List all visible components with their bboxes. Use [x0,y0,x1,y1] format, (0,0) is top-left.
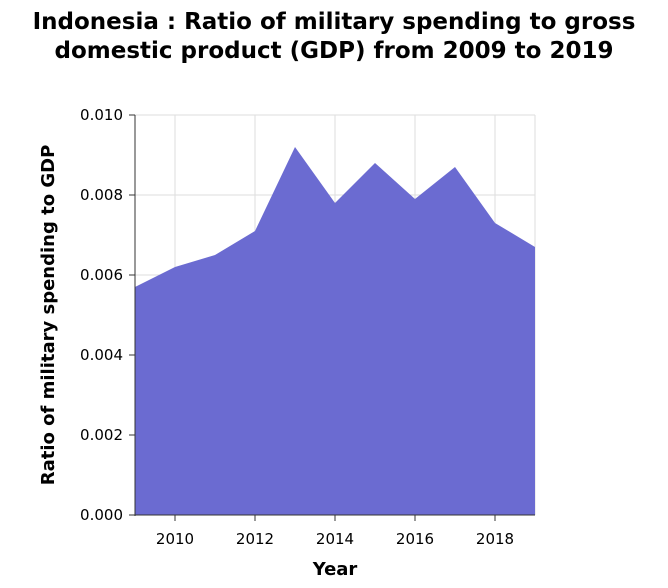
x-tick-labels: 2010 2012 2014 2016 2018 [156,530,514,548]
chart-title: Indonesia : Ratio of military spending t… [32,9,636,64]
x-tick-label: 2010 [156,530,194,548]
y-tick-label: 0.004 [80,346,123,364]
x-axis-label: Year [312,559,358,580]
y-tick-label: 0.000 [80,506,123,524]
y-tick-label: 0.002 [80,426,123,444]
x-tick-label: 2018 [476,530,514,548]
axes [129,114,535,521]
x-tick-label: 2012 [236,530,274,548]
x-tick-label: 2016 [396,530,434,548]
x-tick-label: 2014 [316,530,354,548]
area-series-0 [135,147,535,515]
area-series-layer [135,147,535,515]
y-tick-label: 0.006 [80,266,123,284]
y-axis-label: Ratio of military spending to GDP [38,145,59,486]
y-tick-labels: 0.000 0.002 0.004 0.006 0.008 0.010 [80,106,123,524]
y-tick-label: 0.008 [80,186,123,204]
y-tick-label: 0.010 [80,106,123,124]
